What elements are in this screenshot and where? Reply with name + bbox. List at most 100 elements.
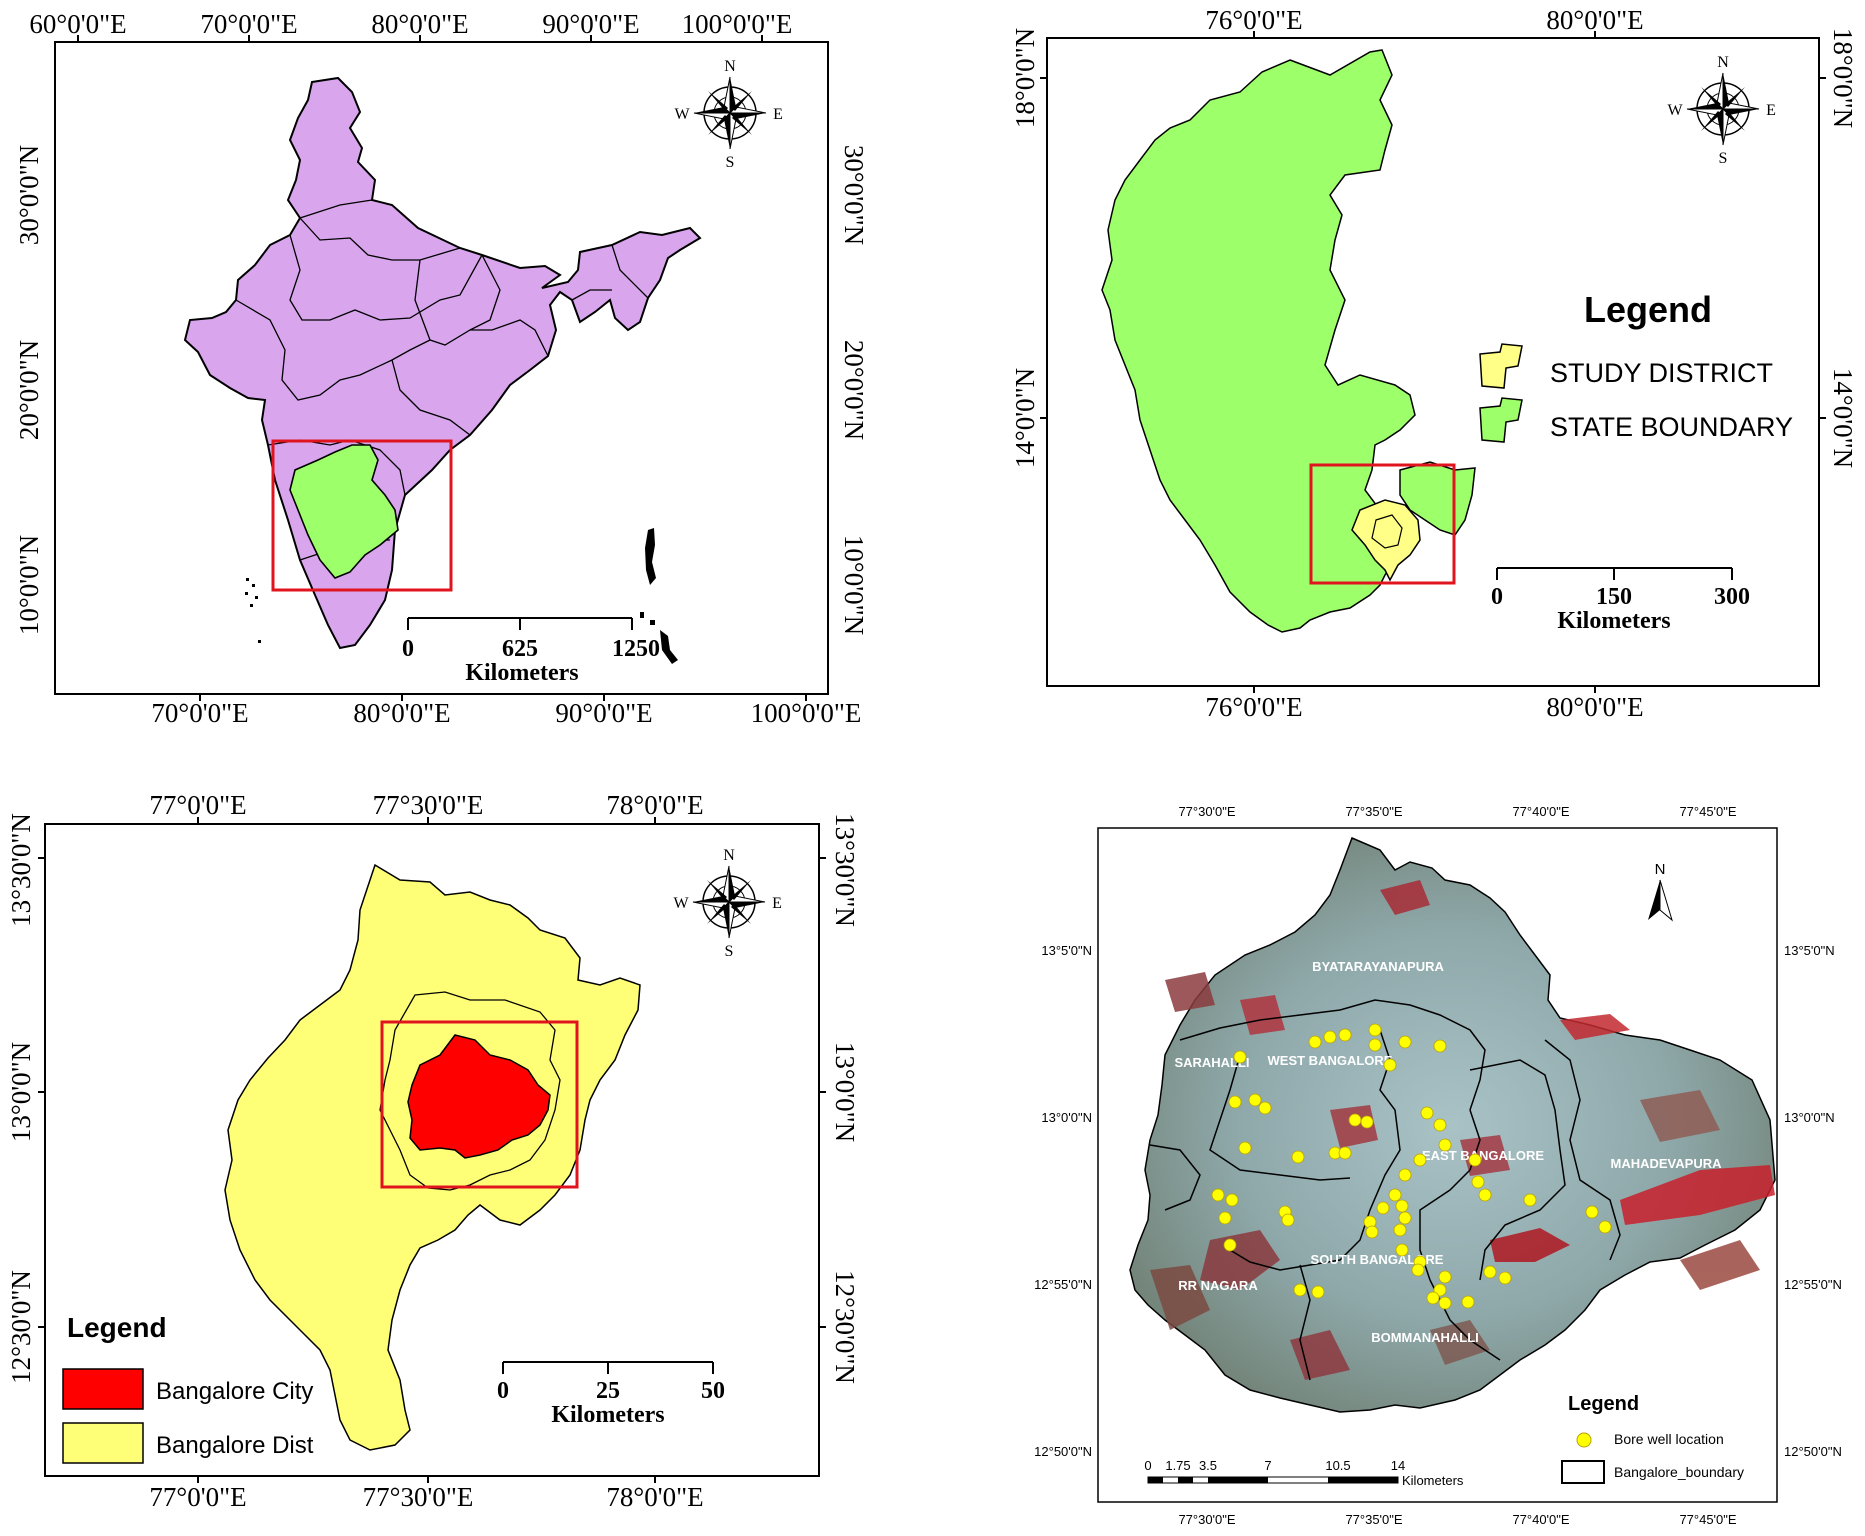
bore-well-point (1438, 1138, 1452, 1152)
bottom-label-3: 77°40'0"E (1512, 1512, 1569, 1527)
left-label-3: 12°30'0"N (6, 1270, 36, 1384)
scale-unit: Kilometers (465, 660, 578, 686)
bottom-label-2: 80°0'0"E (353, 698, 450, 728)
bore-well-point (1281, 1213, 1295, 1227)
right-label-3: 10°0'0"N (839, 535, 869, 635)
svg-text:N: N (1717, 54, 1729, 71)
svg-text:W: W (674, 106, 690, 123)
bore-well-point (1426, 1291, 1440, 1305)
right-label-1: 13°5'0"N (1784, 943, 1835, 958)
svg-text:7: 7 (1264, 1458, 1271, 1473)
bore-well-point (1368, 1038, 1382, 1052)
svg-text:E: E (773, 106, 783, 123)
bore-well-point (1468, 1153, 1482, 1167)
panel-bangalore-district: 77°0'0"E 77°30'0"E 78°0'0"E 77°0'0"E 77°… (6, 790, 860, 1512)
legend-item-2: STATE BOUNDARY (1550, 412, 1793, 442)
svg-text:E: E (772, 895, 782, 912)
right-label-4: 12°50'0"N (1784, 1444, 1842, 1459)
left-label-2: 20°0'0"N (14, 340, 44, 440)
legend-item-1: Bore well location (1614, 1431, 1724, 1447)
north-arrow-icon: N (1648, 861, 1673, 922)
top-label-2: 77°35'0"E (1345, 804, 1402, 819)
legend: Legend Bangalore City Bangalore Dist (62, 1312, 314, 1464)
svg-text:0: 0 (1144, 1458, 1151, 1473)
bottom-label-2: 77°35'0"E (1345, 1512, 1402, 1527)
bore-well-point (1348, 1113, 1362, 1127)
svg-text:S: S (725, 943, 734, 960)
svg-text:N: N (724, 58, 736, 75)
bore-well-point (1360, 1115, 1374, 1129)
bore-well-point (1218, 1211, 1232, 1225)
bore-well-point (1228, 1095, 1242, 1109)
svg-text:25: 25 (596, 1378, 620, 1404)
svg-text:N: N (723, 847, 735, 864)
north-arrow-compass-icon: N S E W (673, 847, 781, 960)
bore-well-point (1211, 1188, 1225, 1202)
bore-well-point (1398, 1211, 1412, 1225)
svg-text:E: E (1766, 102, 1776, 119)
city-swatch (62, 1368, 144, 1410)
bore-well-point (1483, 1265, 1497, 1279)
bore-well-point (1248, 1093, 1262, 1107)
panel-bangalore-city: 77°30'0"E 77°35'0"E 77°40'0"E 77°45'0"E … (1034, 804, 1842, 1527)
svg-text:S: S (1719, 150, 1728, 167)
left-label-1: 13°30'0"N (6, 813, 36, 927)
left-label-2: 13°0'0"N (6, 1042, 36, 1142)
top-label-1: 77°0'0"E (149, 790, 246, 820)
bore-well-point (1376, 1201, 1390, 1215)
zone-label-sarahalli: SARAHALLI (1174, 1055, 1249, 1070)
scale-unit: Kilometers (1557, 608, 1670, 634)
svg-text:300: 300 (1714, 584, 1750, 610)
bore-well-point (1433, 1118, 1447, 1132)
bore-well-point (1461, 1295, 1475, 1309)
bore-well-point (1393, 1223, 1407, 1237)
bore-well-point (1420, 1106, 1434, 1120)
legend-item-1: STUDY DISTRICT (1550, 358, 1773, 388)
top-label-4: 77°45'0"E (1679, 804, 1736, 819)
vegetation-patches (1150, 880, 1775, 1380)
bottom-label-1: 77°30'0"E (1178, 1512, 1235, 1527)
left-label-1: 30°0'0"N (14, 145, 44, 245)
lakshadweep-islands (245, 578, 261, 643)
right-label-1: 30°0'0"N (839, 145, 869, 245)
svg-text:S: S (726, 154, 735, 171)
scale-unit: Kilometers (1402, 1473, 1464, 1488)
bore-well-point (1498, 1271, 1512, 1285)
north-arrow-compass-icon: N S E W (674, 58, 782, 171)
svg-text:W: W (1667, 102, 1683, 119)
bore-well-point (1398, 1035, 1412, 1049)
bore-well-points (1211, 1023, 1612, 1310)
legend-item-2: Bangalore_boundary (1614, 1464, 1744, 1480)
left-label-4: 12°50'0"N (1034, 1444, 1092, 1459)
bore-well-swatch (1576, 1432, 1592, 1448)
bore-well-point (1338, 1146, 1352, 1160)
bore-well-point (1433, 1039, 1447, 1053)
top-label-2: 70°0'0"E (200, 9, 297, 39)
bore-well-point (1383, 1058, 1397, 1072)
left-label-1: 18°0'0"N (1010, 28, 1040, 128)
top-label-1: 60°0'0"E (29, 9, 126, 39)
svg-text:0: 0 (1491, 584, 1503, 610)
svg-text:1.75: 1.75 (1165, 1458, 1190, 1473)
svg-text:150: 150 (1596, 584, 1632, 610)
top-label-5: 100°0'0"E (682, 9, 793, 39)
bore-well-point (1438, 1296, 1452, 1310)
bore-well-point (1225, 1193, 1239, 1207)
bore-well-point (1413, 1153, 1427, 1167)
bore-well-point (1258, 1101, 1272, 1115)
top-label-2: 80°0'0"E (1546, 5, 1643, 35)
top-label-4: 90°0'0"E (542, 9, 639, 39)
svg-text:N: N (1655, 861, 1666, 878)
bore-well-point (1433, 1283, 1447, 1297)
right-label-2: 20°0'0"N (839, 340, 869, 440)
bore-well-point (1323, 1030, 1337, 1044)
svg-text:3.5: 3.5 (1199, 1458, 1217, 1473)
zone-label-east-bangalore: EAST BANGALORE (1422, 1148, 1544, 1163)
bore-well-point (1478, 1188, 1492, 1202)
right-label-1: 13°30'0"N (830, 813, 860, 927)
zone-label-bommanahalli: BOMMANAHALLI (1371, 1330, 1479, 1345)
legend-title: Legend (1568, 1393, 1639, 1415)
scale-bar: 0 25 50 Kilometers (497, 1361, 725, 1428)
bore-well-point (1598, 1220, 1612, 1234)
district-extent-box (1309, 463, 1456, 585)
